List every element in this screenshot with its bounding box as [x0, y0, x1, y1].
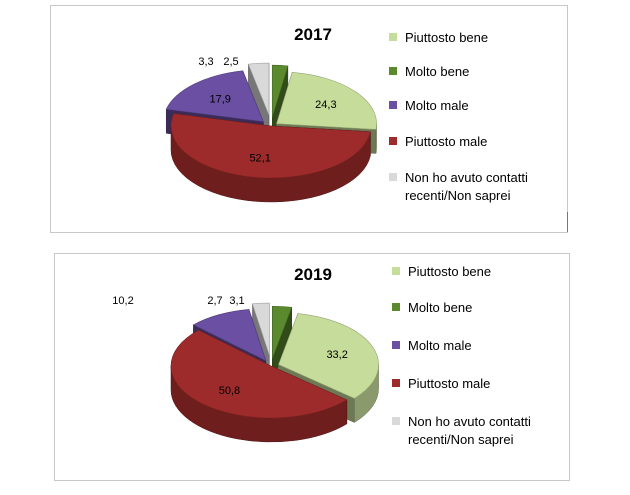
legend-swatch [389, 67, 397, 75]
chart-panel-2017: 2017 2,5 24,3 52,1 17,9 3,3 Piuttosto bene Mol… [50, 5, 568, 233]
chart-title: 2019 [294, 265, 332, 284]
legend-swatch [392, 303, 400, 311]
legend-item-molto-male: Molto male [392, 338, 472, 353]
data-label-molto-male: 17,9 [210, 93, 231, 105]
legend-label: Piuttosto male [408, 376, 490, 391]
data-labels: 2,5 24,3 52,1 17,9 3,3 [198, 56, 336, 165]
chart-title: 2017 [294, 25, 332, 44]
legend-label: Molto male [405, 98, 469, 113]
legend-label: recenti/Non saprei [408, 432, 514, 447]
legend-label: Molto bene [405, 64, 469, 79]
legend-swatch [392, 341, 400, 349]
legend-item-piuttosto-bene: Piuttosto bene [389, 30, 488, 45]
data-labels: 3,1 33,2 50,8 10,2 2,7 [112, 295, 348, 397]
data-label-non-ho-avuto-contatti-recenti-non-saprei: 2,7 [207, 295, 222, 307]
pie-slices [170, 302, 379, 443]
legend-swatch [389, 33, 397, 41]
data-label-piuttosto-male: 52,1 [249, 153, 270, 165]
legend-item-molto-male: Molto male [389, 98, 469, 113]
pie-slice-piuttosto-male [170, 329, 348, 443]
legend-item-molto-bene: Molto bene [392, 300, 472, 315]
divider-line [567, 212, 568, 232]
legend-item-piuttosto-male: Piuttosto male [389, 134, 487, 149]
legend-label: Non ho avuto contatti [405, 170, 528, 185]
legend-item-piuttosto-bene: Piuttosto bene [392, 264, 491, 279]
pie-slice-non-ho-avuto-contatti-recenti-non-saprei [247, 62, 270, 140]
legend-label: Molto male [408, 338, 472, 353]
legend-label: Piuttosto bene [408, 264, 491, 279]
legend-swatch [389, 137, 397, 145]
data-label-piuttosto-bene: 33,2 [326, 349, 347, 361]
pie-slices [165, 62, 377, 203]
chart-panel-2019: 2019 3,1 33,2 50,8 10,2 2,7 Piuttosto bene Mol… [54, 253, 570, 481]
pie-slice-molto-bene [271, 64, 289, 142]
data-label-molto-male: 10,2 [112, 295, 133, 307]
legend-swatch [392, 379, 400, 387]
legend-swatch [389, 173, 397, 181]
data-label-piuttosto-male: 50,8 [219, 385, 240, 397]
legend-label: Non ho avuto contatti [408, 414, 531, 429]
pie-slice-piuttosto-male [170, 113, 371, 203]
data-label-molto-bene: 2,5 [223, 56, 238, 68]
legend-label: recenti/Non saprei [405, 188, 511, 203]
legend-label: Molto bene [408, 300, 472, 315]
legend: Piuttosto bene Molto bene Molto male Piutto… [392, 264, 531, 447]
legend-swatch [392, 417, 400, 425]
pie-chart-2019: 2019 3,1 33,2 50,8 10,2 2,7 Piuttosto bene Mol… [112, 264, 531, 447]
legend-item-non-ho-avuto-contatti-recenti-non-saprei: Non ho avuto contatti recenti/Non saprei [392, 414, 531, 447]
legend-label: Piuttosto male [405, 134, 487, 149]
data-label-molto-bene: 3,1 [229, 295, 244, 307]
legend-item-molto-bene: Molto bene [389, 64, 469, 79]
legend: Piuttosto bene Molto bene Molto male Piutto… [389, 30, 528, 203]
legend-swatch [389, 101, 397, 109]
legend-item-piuttosto-male: Piuttosto male [392, 376, 490, 391]
legend-item-non-ho-avuto-contatti-recenti-non-saprei: Non ho avuto contatti recenti/Non saprei [389, 170, 528, 203]
pie-chart-2017: 2017 2,5 24,3 52,1 17,9 3,3 Piuttosto bene Mol… [165, 25, 528, 203]
legend-label: Piuttosto bene [405, 30, 488, 45]
data-label-non-ho-avuto-contatti-recenti-non-saprei: 3,3 [198, 56, 213, 68]
data-label-piuttosto-bene: 24,3 [315, 99, 336, 111]
legend-swatch [392, 267, 400, 275]
